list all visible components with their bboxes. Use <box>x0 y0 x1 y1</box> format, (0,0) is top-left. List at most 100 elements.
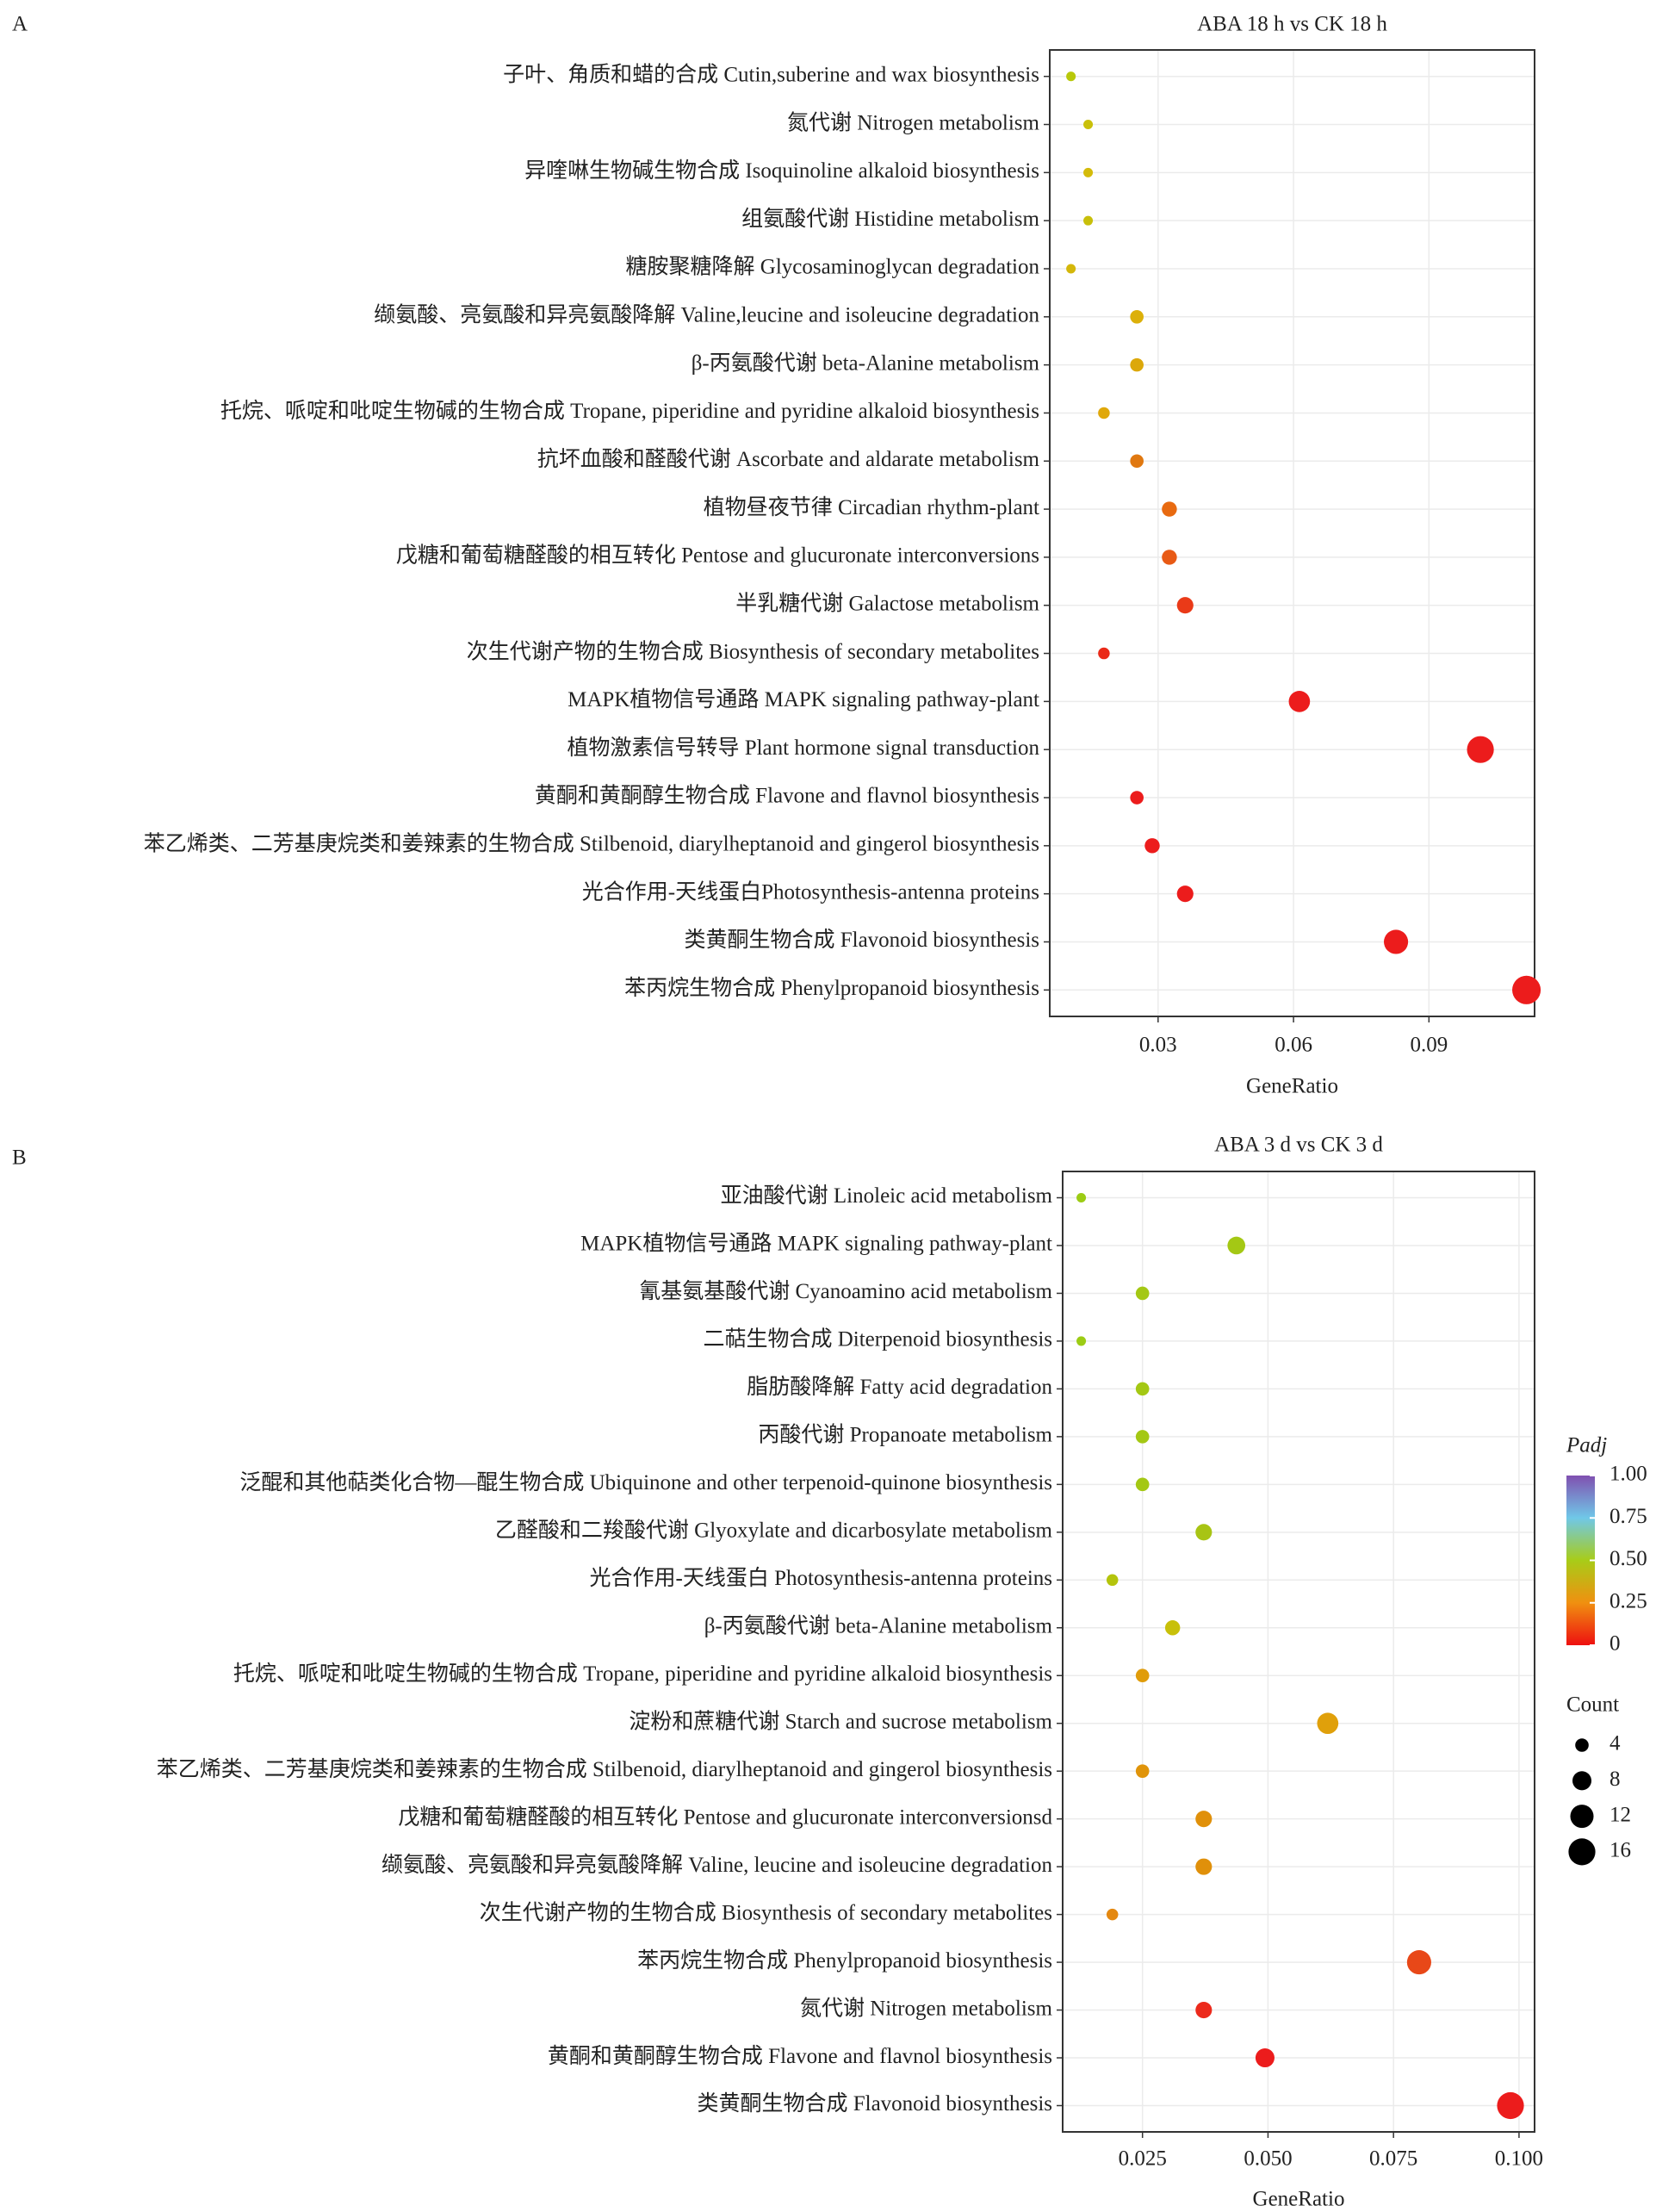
y-tick-label: 缬氨酸、亮氨酸和异亮氨酸降解 Valine,leucine and isoleu… <box>374 303 1039 327</box>
y-tick-label: 植物昼夜节律 Circadian rhythm-plant <box>704 495 1039 519</box>
legend-title: Count <box>1566 1693 1619 1717</box>
y-tick-label: 抗坏血酸和醛酸代谢 Ascorbate and aldarate metabol… <box>537 447 1040 471</box>
colorbar-tick-label: 1.00 <box>1609 1463 1647 1486</box>
plot-frame <box>1062 1171 1535 2133</box>
dot <box>1162 501 1177 517</box>
y-tick-label: 二萜生物合成 Diterpenoid biosynthesis <box>703 1327 1052 1351</box>
dot <box>1497 2091 1524 2120</box>
dot <box>1106 1908 1119 1921</box>
legend-label: 16 <box>1609 1839 1631 1862</box>
legend-label: 12 <box>1609 1803 1631 1826</box>
y-tick-label: 缬氨酸、亮氨酸和异亮氨酸降解 Valine, leucine and isole… <box>381 1853 1053 1877</box>
y-tick-label: 亚油酸代谢 Linoleic acid metabolism <box>721 1184 1053 1208</box>
x-tick-label: 0.050 <box>1244 2147 1292 2171</box>
panel-label: B <box>12 1146 27 1170</box>
legend-dot <box>1570 1805 1594 1829</box>
legend-title: Padj <box>1566 1434 1607 1457</box>
dot <box>1135 1764 1150 1778</box>
y-tick-label: 脂肪酸降解 Fatty acid degradation <box>747 1375 1052 1399</box>
y-tick-label: 泛醌和其他萜类化合物—醌生物合成 Ubiquinone and other te… <box>239 1470 1052 1494</box>
x-axis-label: GeneRatio <box>1246 1075 1338 1098</box>
dot <box>1135 1382 1150 1396</box>
dot <box>1176 885 1194 903</box>
dot <box>1406 1950 1431 1975</box>
dot <box>1227 1236 1246 1255</box>
plot-background <box>1063 1171 1535 2132</box>
y-tick-label: 黄酮和黄酮醇生物合成 Flavone and flavnol biosynthe… <box>535 784 1039 808</box>
y-tick-label: β-丙氨酸代谢 beta-Alanine metabolism <box>704 1613 1053 1637</box>
dot <box>1195 1524 1213 1541</box>
dot <box>1195 1858 1213 1875</box>
colorbar-tick-label: 0.25 <box>1609 1589 1647 1612</box>
y-tick-label: β-丙氨酸代谢 beta-Alanine metabolism <box>692 351 1040 375</box>
legend-dot <box>1572 1771 1592 1791</box>
legend-label: 4 <box>1609 1732 1621 1755</box>
y-tick-label: 苯乙烯类、二芳基庚烷类和姜辣素的生物合成 Stilbenoid, diarylh… <box>144 832 1039 856</box>
dot <box>1083 120 1094 130</box>
x-axis-label: GeneRatio <box>1253 2188 1345 2211</box>
dot <box>1130 454 1144 469</box>
x-tick-label: 0.09 <box>1410 1034 1448 1057</box>
chart-title: ABA 3 d vs CK 3 d <box>1214 1134 1383 1157</box>
y-tick-label: 次生代谢产物的生物合成 Biosynthesis of secondary me… <box>467 639 1039 663</box>
y-tick-label: 糖胺聚糖降解 Glycosaminoglycan degradation <box>626 255 1040 279</box>
y-tick-label: 丙酸代谢 Propanoate metabolism <box>758 1423 1052 1447</box>
x-tick-label: 0.06 <box>1275 1034 1312 1057</box>
y-tick-label: MAPK植物信号通路 MAPK signaling pathway-plant <box>580 1232 1052 1256</box>
plot-background <box>1050 50 1535 1016</box>
y-tick-label: 戊糖和葡萄糖醛酸的相互转化 Pentose and glucuronate in… <box>398 1805 1052 1829</box>
dot <box>1130 357 1144 372</box>
dot <box>1135 1430 1150 1444</box>
y-tick-label: 苯丙烷生物合成 Phenylpropanoid biosynthesis <box>637 1948 1052 1973</box>
y-tick-label: 组氨酸代谢 Histidine metabolism <box>741 207 1039 231</box>
dot <box>1066 71 1076 82</box>
dot <box>1135 1286 1150 1301</box>
plot-frame <box>1049 49 1535 1017</box>
x-tick-label: 0.100 <box>1495 2147 1543 2171</box>
y-tick-label: 托烷、哌啶和吡啶生物碱的生物合成 Tropane, piperidine and… <box>233 1662 1052 1686</box>
y-tick-label: 次生代谢产物的生物合成 Biosynthesis of secondary me… <box>480 1900 1052 1924</box>
dot <box>1135 1477 1150 1492</box>
legend-dot <box>1568 1838 1596 1866</box>
y-tick-label: 淀粉和蔗糖代谢 Starch and sucrose metabolism <box>629 1709 1052 1733</box>
x-tick-label: 0.03 <box>1139 1034 1177 1057</box>
colorbar-tick-label: 0.50 <box>1609 1547 1647 1570</box>
y-tick-label: 戊糖和葡萄糖醛酸的相互转化 Pentose and glucuronate in… <box>396 544 1039 568</box>
dot <box>1135 1668 1150 1683</box>
dot <box>1083 215 1094 226</box>
dot <box>1288 691 1311 712</box>
colorbar-tick-label: 0 <box>1609 1632 1621 1656</box>
dot <box>1098 407 1110 419</box>
dot <box>1176 597 1194 614</box>
x-tick-label: 0.075 <box>1369 2147 1417 2171</box>
dot <box>1130 791 1144 805</box>
y-tick-label: 氮代谢 Nitrogen metabolism <box>800 1996 1053 2020</box>
dot <box>1098 647 1110 660</box>
colorbar-tick-label: 0.75 <box>1609 1505 1647 1528</box>
legend-label: 8 <box>1609 1768 1621 1791</box>
y-tick-label: 异喹啉生物碱生物合成 Isoquinoline alkaloid biosynt… <box>524 158 1039 183</box>
dot <box>1384 929 1409 954</box>
y-tick-label: 植物激素信号转导 Plant hormone signal transducti… <box>567 736 1039 760</box>
y-tick-label: 半乳糖代谢 Galactose metabolism <box>735 591 1039 615</box>
legend-dot <box>1575 1738 1589 1752</box>
dot <box>1317 1712 1339 1735</box>
panel-label: A <box>12 13 28 36</box>
dot <box>1162 550 1177 565</box>
y-tick-label: 乙醛酸和二羧酸代谢 Glyoxylate and dicarbosylate m… <box>495 1519 1053 1543</box>
y-tick-label: 光合作用-天线蛋白 Photosynthesis-antenna protein… <box>590 1566 1052 1590</box>
x-tick-label: 0.025 <box>1119 2147 1167 2171</box>
dot <box>1130 310 1144 324</box>
dot <box>1144 838 1160 854</box>
dot <box>1255 2047 1275 2068</box>
dot <box>1512 975 1541 1004</box>
dot <box>1066 264 1076 274</box>
y-tick-label: 类黄酮生物合成 Flavonoid biosynthesis <box>697 2091 1052 2116</box>
dot <box>1076 1192 1087 1203</box>
dot <box>1076 1336 1087 1346</box>
dot <box>1467 736 1494 763</box>
y-tick-label: 氮代谢 Nitrogen metabolism <box>787 110 1040 134</box>
y-tick-label: 苯乙烯类、二芳基庚烷类和姜辣素的生物合成 Stilbenoid, diarylh… <box>157 1757 1052 1781</box>
chart-title: ABA 18 h vs CK 18 h <box>1197 13 1387 36</box>
